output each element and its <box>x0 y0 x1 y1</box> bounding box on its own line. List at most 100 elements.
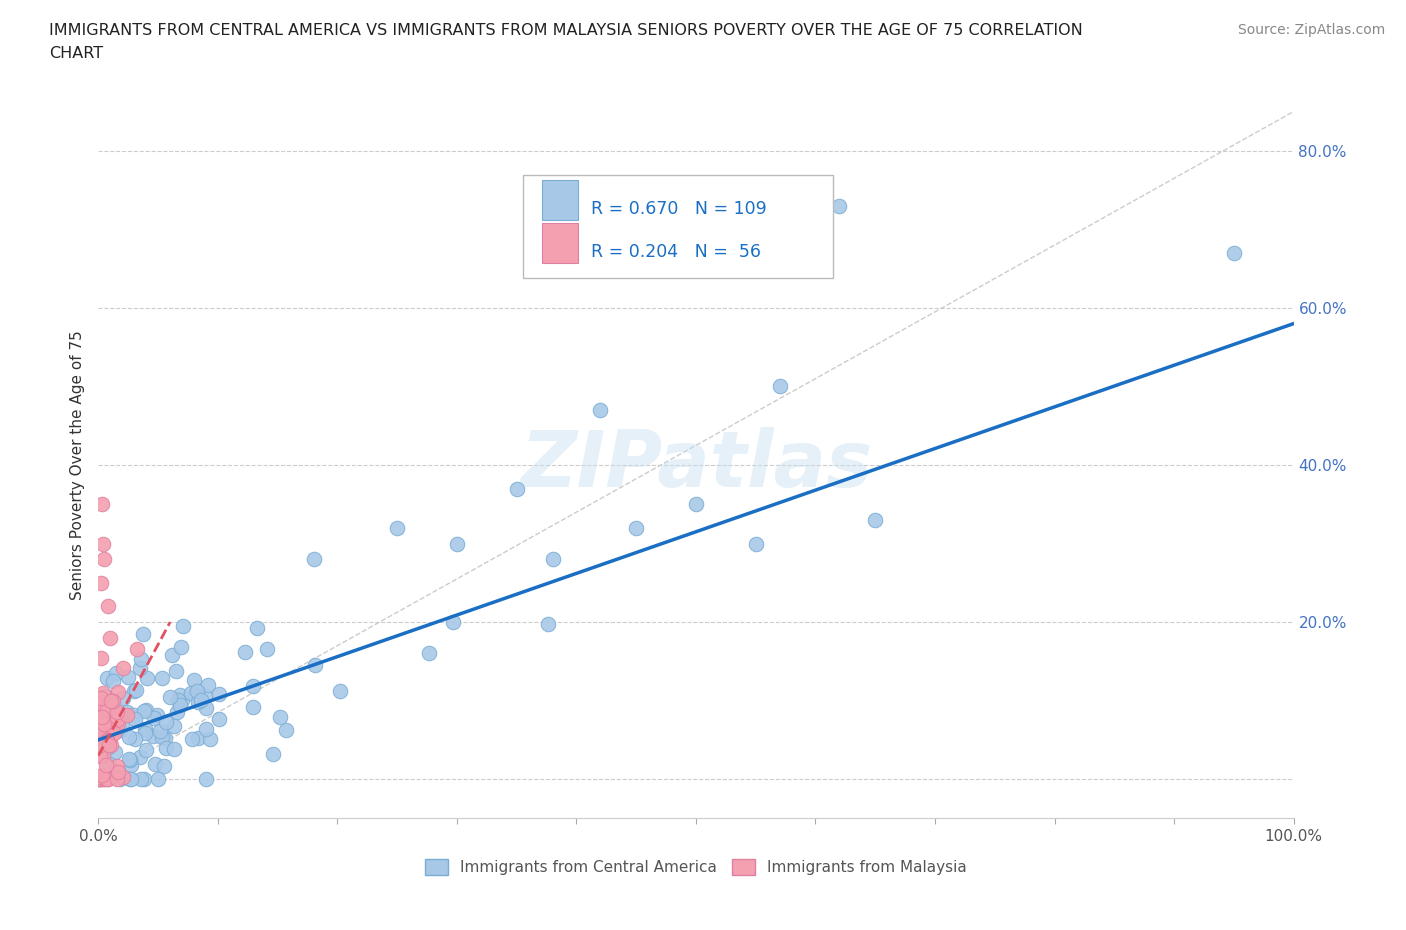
Point <box>89 772 111 787</box>
Point <box>91 710 114 724</box>
Point <box>155 740 177 755</box>
Point <box>183 673 205 688</box>
Point <box>91 772 114 787</box>
Point <box>122 684 145 698</box>
Point <box>180 685 202 700</box>
Point <box>97 772 120 787</box>
Point <box>111 690 134 705</box>
Text: ZIPatlas: ZIPatlas <box>520 427 872 503</box>
Point <box>101 698 124 713</box>
Point <box>93 724 115 738</box>
Point <box>166 705 188 720</box>
Point <box>87 772 110 787</box>
Point <box>96 733 118 748</box>
Text: IMMIGRANTS FROM CENTRAL AMERICA VS IMMIGRANTS FROM MALAYSIA SENIORS POVERTY OVER: IMMIGRANTS FROM CENTRAL AMERICA VS IMMIG… <box>49 23 1083 38</box>
Point <box>197 677 219 692</box>
Point <box>122 708 145 723</box>
Point <box>96 701 118 716</box>
Point <box>108 723 131 737</box>
Point <box>262 747 284 762</box>
Point <box>89 737 111 752</box>
Point <box>120 772 142 787</box>
Point <box>246 621 269 636</box>
Point <box>93 698 115 713</box>
Point <box>124 712 146 727</box>
Point <box>129 772 152 787</box>
FancyBboxPatch shape <box>523 175 834 278</box>
Point <box>233 644 256 659</box>
Point <box>418 645 440 660</box>
Point <box>256 642 278 657</box>
Point <box>93 722 115 737</box>
Point <box>242 678 264 693</box>
Point <box>118 751 141 766</box>
Point <box>865 512 887 527</box>
Point <box>98 722 121 737</box>
Point <box>90 650 112 665</box>
Point <box>90 691 112 706</box>
Point <box>100 737 122 752</box>
Point <box>96 757 118 772</box>
Point <box>163 742 186 757</box>
Point <box>194 688 217 703</box>
Point <box>104 768 127 783</box>
Point <box>112 660 135 675</box>
Point <box>128 661 150 676</box>
Point <box>97 737 120 751</box>
Point <box>626 521 648 536</box>
Point <box>91 685 114 700</box>
Point <box>153 759 176 774</box>
Point <box>149 724 172 738</box>
Point <box>98 738 121 753</box>
Point <box>125 683 148 698</box>
Point <box>134 725 156 740</box>
Point <box>98 631 122 645</box>
Point <box>274 723 297 737</box>
Text: Source: ZipAtlas.com: Source: ZipAtlas.com <box>1237 23 1385 37</box>
Point <box>304 658 326 673</box>
Point <box>91 536 114 551</box>
Point <box>87 722 110 737</box>
Point <box>155 731 177 746</box>
Point <box>135 743 157 758</box>
Point <box>184 686 207 701</box>
Point <box>98 757 121 772</box>
Point <box>685 497 707 512</box>
Point <box>107 716 129 731</box>
Point <box>90 741 112 756</box>
Point <box>134 722 156 737</box>
Point <box>96 734 118 749</box>
Text: CHART: CHART <box>49 46 103 61</box>
Point <box>163 718 186 733</box>
Point <box>132 703 155 718</box>
Point <box>87 769 110 784</box>
Point <box>96 741 118 756</box>
Point <box>125 642 148 657</box>
Point <box>90 576 112 591</box>
Point <box>93 717 115 732</box>
Point <box>181 731 204 746</box>
Point <box>155 714 177 729</box>
Point <box>105 666 128 681</box>
Point <box>150 730 173 745</box>
Point <box>112 770 135 785</box>
Point <box>101 708 124 723</box>
Point <box>145 708 167 723</box>
Point <box>132 627 155 642</box>
Point <box>91 749 114 764</box>
Point <box>200 732 222 747</box>
Point <box>194 722 217 737</box>
Point <box>129 652 152 667</box>
Point <box>541 551 564 566</box>
Point <box>101 674 124 689</box>
Point <box>134 772 156 787</box>
FancyBboxPatch shape <box>541 180 578 220</box>
Point <box>96 731 118 746</box>
Point <box>169 698 191 712</box>
Point <box>194 772 217 787</box>
Text: R = 0.670   N = 109: R = 0.670 N = 109 <box>591 200 766 219</box>
Point <box>1223 246 1246 260</box>
Point <box>107 772 129 787</box>
Point <box>105 759 128 774</box>
Point <box>94 701 117 716</box>
